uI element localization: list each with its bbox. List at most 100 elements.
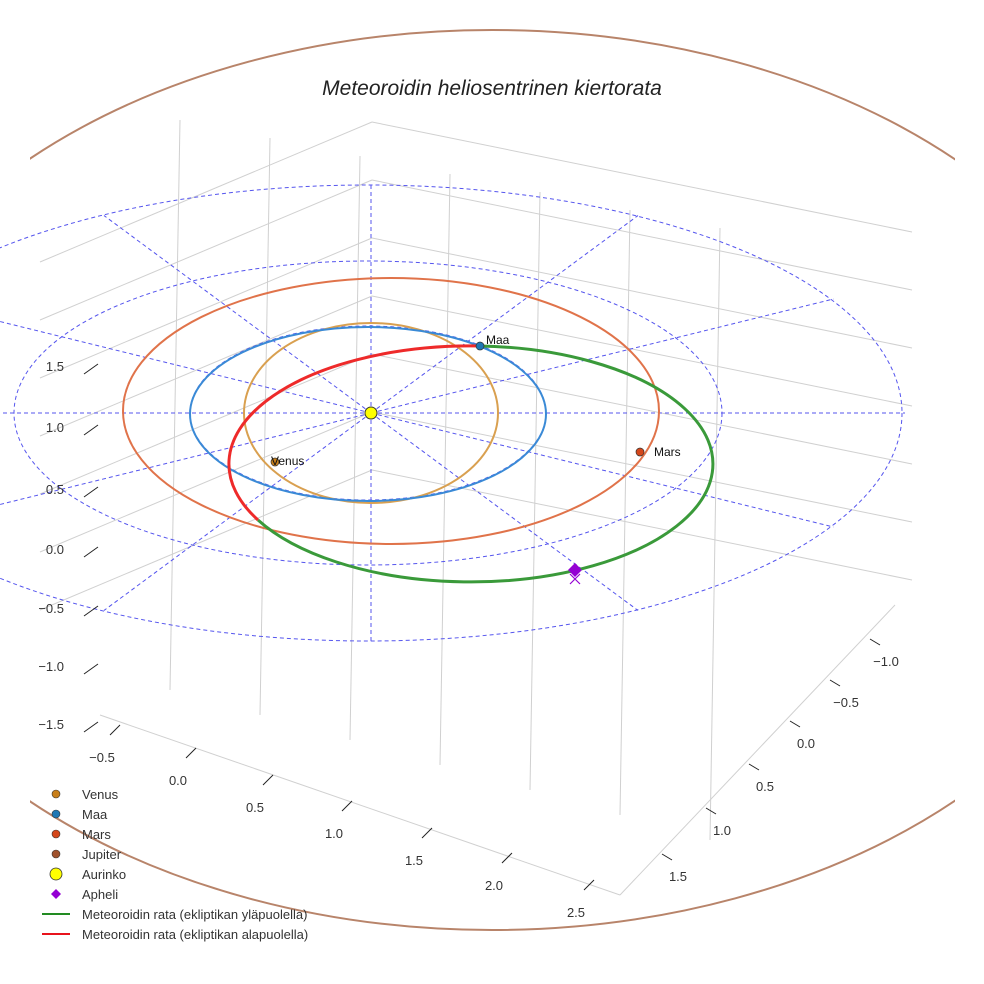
grid-line bbox=[439, 173, 451, 766]
legend-aurinko-marker bbox=[49, 867, 63, 881]
y-tick-label: 1.0 bbox=[713, 823, 731, 838]
legend-jupiter-label: Jupiter bbox=[82, 847, 122, 862]
venus-label: Venus bbox=[271, 454, 304, 468]
mars-orbit bbox=[122, 277, 660, 545]
grid-line bbox=[39, 411, 373, 553]
x-tick-label: 1.0 bbox=[325, 826, 343, 841]
grid-line bbox=[349, 155, 361, 741]
z-tick bbox=[83, 721, 99, 733]
y-tick bbox=[829, 679, 841, 687]
legend: Venus Maa Mars Jupiter Aurinko Apheli Meteoroi… bbox=[42, 787, 308, 942]
legend-apheli-marker bbox=[51, 889, 61, 899]
apheli-projection-marker bbox=[569, 573, 581, 585]
venus-marker bbox=[270, 457, 280, 467]
legend-venus-label: Venus bbox=[82, 787, 119, 802]
z-tick-label: 0.0 bbox=[46, 542, 64, 557]
jupiter-orbit bbox=[30, 29, 955, 931]
z-tick-label: −0.5 bbox=[38, 601, 64, 616]
x-tick-label: 2.5 bbox=[567, 905, 585, 920]
venus-orbit bbox=[243, 322, 499, 504]
legend-jupiter-marker bbox=[51, 849, 61, 859]
ecliptic-radial bbox=[0, 321, 372, 414]
z-tick-label: −1.0 bbox=[38, 659, 64, 674]
z-tick-label: 1.5 bbox=[46, 359, 64, 374]
z-tick bbox=[83, 363, 99, 375]
axis-grid bbox=[39, 119, 913, 896]
x-tick-label: 0.0 bbox=[169, 773, 187, 788]
y-tick-label: −1.0 bbox=[873, 654, 899, 669]
legend-mars-label: Mars bbox=[82, 827, 111, 842]
legend-mars-marker bbox=[51, 829, 61, 839]
ecliptic-radial bbox=[370, 215, 639, 414]
y-tick-label: 0.0 bbox=[797, 736, 815, 751]
y-tick bbox=[869, 638, 881, 646]
meteoroid-orbit-above bbox=[256, 344, 715, 584]
axis-ticks: 1.5 1.0 0.5 0.0 −0.5 −1.0 −1.5 −0.5 0.0 0.5 1.0 1.5… bbox=[38, 359, 899, 920]
ecliptic-grid bbox=[0, 184, 905, 642]
ecliptic-radial bbox=[0, 412, 372, 505]
grid-line bbox=[371, 237, 913, 349]
x-tick bbox=[262, 774, 274, 786]
maa-marker bbox=[475, 341, 485, 351]
x-tick bbox=[421, 827, 433, 839]
legend-maa-marker bbox=[51, 809, 61, 819]
mars-label: Mars bbox=[654, 445, 681, 459]
z-tick-label: −1.5 bbox=[38, 717, 64, 732]
y-tick bbox=[789, 720, 801, 728]
legend-aurinko-label: Aurinko bbox=[82, 867, 126, 882]
legend-meteoroidin-rata-ekliptikan-alapuolella--label: Meteoroidin rata (ekliptikan alapuolella… bbox=[82, 927, 308, 942]
y-tick-label: −0.5 bbox=[833, 695, 859, 710]
legend-maa-label: Maa bbox=[82, 807, 108, 822]
x-axis-line bbox=[99, 714, 621, 896]
z-tick bbox=[83, 546, 99, 558]
x-tick bbox=[109, 724, 121, 736]
grid-line bbox=[169, 119, 181, 691]
grid-line bbox=[39, 179, 373, 321]
x-tick bbox=[185, 747, 197, 759]
maa-orbit bbox=[189, 326, 547, 502]
y-tick-label: 0.5 bbox=[756, 779, 774, 794]
grid-line bbox=[371, 295, 913, 407]
grid-line bbox=[39, 353, 373, 495]
grid-line bbox=[371, 353, 913, 465]
x-tick bbox=[341, 800, 353, 812]
legend-apheli-label: Apheli bbox=[82, 887, 118, 902]
y-axis-line bbox=[619, 604, 896, 896]
z-tick bbox=[83, 424, 99, 436]
grid-line bbox=[709, 227, 721, 841]
grid-line bbox=[619, 209, 631, 816]
y-tick bbox=[661, 853, 673, 861]
x-tick-label: 2.0 bbox=[485, 878, 503, 893]
grid-line bbox=[39, 121, 373, 263]
maa-label: Maa bbox=[486, 333, 510, 347]
z-tick-label: 1.0 bbox=[46, 420, 64, 435]
z-tick bbox=[83, 663, 99, 675]
x-tick bbox=[583, 879, 595, 891]
grid-line bbox=[259, 137, 271, 716]
legend-meteoroidin-rata-ekliptikan-yl-puolella--label: Meteoroidin rata (ekliptikan yläpuolella… bbox=[82, 907, 307, 922]
x-tick-label: −0.5 bbox=[89, 750, 115, 765]
ecliptic-radial bbox=[370, 412, 639, 611]
x-tick-label: 0.5 bbox=[246, 800, 264, 815]
y-tick bbox=[705, 807, 717, 815]
grid-line bbox=[39, 295, 373, 437]
z-tick bbox=[83, 605, 99, 617]
mars-marker bbox=[635, 447, 645, 457]
z-tick bbox=[83, 486, 99, 498]
chart-title: Meteoroidin heliosentrinen kiertorata bbox=[322, 77, 662, 100]
y-tick-label: 1.5 bbox=[669, 869, 687, 884]
grid-line bbox=[371, 411, 913, 523]
x-tick-label: 1.5 bbox=[405, 853, 423, 868]
sun-marker bbox=[364, 406, 378, 420]
y-tick bbox=[748, 763, 760, 771]
grid-line bbox=[371, 179, 913, 291]
z-tick-label: 0.5 bbox=[46, 482, 64, 497]
ecliptic-radial bbox=[370, 298, 834, 414]
grid-line bbox=[529, 191, 541, 791]
grid-line bbox=[39, 237, 373, 379]
meteoroid-orbit-below bbox=[227, 344, 481, 522]
grid-line bbox=[371, 121, 913, 233]
apheli-marker bbox=[568, 563, 582, 577]
